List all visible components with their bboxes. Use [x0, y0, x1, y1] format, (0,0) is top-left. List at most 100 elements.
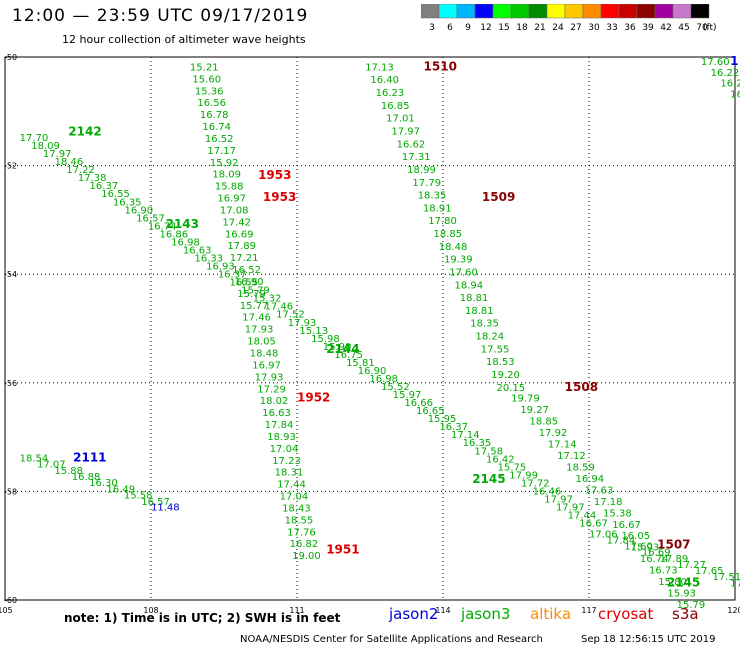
wave-height-value: 16.22 [720, 79, 740, 90]
wave-height-value: 17.89 [227, 241, 256, 252]
wave-height-value: 16.42 [486, 454, 515, 465]
satellite-jason3-label: jason3 [461, 605, 511, 623]
wave-height-value: 17.23 [272, 456, 301, 467]
wave-height-value: 17.63 [585, 485, 614, 496]
wave-height-value: 16.63 [262, 408, 291, 419]
wave-height-value: 17.97 [556, 502, 585, 513]
wave-height-value: 19.79 [511, 394, 540, 405]
wave-height-value: 15.79 [241, 286, 270, 297]
wave-height-value: 17.93 [255, 372, 284, 383]
wave-height-value: 17.22 [66, 165, 95, 176]
wave-height-value: 17.97 [43, 149, 72, 160]
wave-height-value: 16.74 [202, 122, 231, 133]
wave-height-value: 15.98 [311, 334, 340, 345]
wave-height-value: 17.01 [386, 114, 415, 125]
wave-height-value: 16.52 [232, 265, 261, 276]
lat-tick-label: -60 [4, 596, 17, 605]
wave-height-value: 16.86 [160, 229, 189, 240]
legend-swatch [690, 4, 710, 19]
wave-height-value: 17.08 [220, 205, 249, 216]
lon-tick-label: 114 [435, 606, 450, 615]
legend-label: 6 [447, 23, 453, 32]
wave-height-value: 16.23 [376, 88, 405, 99]
wave-height-value: 18.48 [439, 242, 468, 253]
footnote: note: 1) Time is in UTC; 2) SWH is in fe… [64, 611, 341, 625]
wave-height-value: 19.39 [444, 255, 473, 266]
wave-height-value: 17.72 [521, 478, 550, 489]
wave-height-value: 16.50 [730, 90, 740, 101]
wave-height-value: 17.06 [589, 529, 618, 540]
wave-height-value: 16.66 [404, 398, 433, 409]
wave-height-value: 16.94 [575, 474, 604, 485]
satellite-cryosat-label: cryosat [598, 605, 654, 623]
legend-label: 21 [534, 23, 545, 32]
legend-label: 30 [588, 23, 600, 32]
wave-height-value: 17.93 [288, 318, 317, 329]
wave-height-value: 17.04 [270, 444, 299, 455]
legend-label: 36 [624, 23, 636, 32]
wave-height-value: 18.99 [407, 165, 436, 176]
wave-height-value: 17.84 [265, 420, 294, 431]
wave-height-value: 16.57 [136, 213, 165, 224]
wave-height-value: 17.17 [207, 146, 236, 157]
wave-height-value: 18.91 [423, 203, 452, 214]
wave-height-value: 16.63 [183, 245, 212, 256]
lat-tick-label: -56 [4, 379, 17, 388]
wave-height-value: 15.93 [631, 543, 660, 554]
satellite-jason2-label: jason2 [389, 605, 439, 623]
wave-height-value: 17.46 [264, 302, 293, 313]
pass-label: 1510 [424, 59, 457, 73]
wave-height-value: 16.82 [290, 539, 319, 550]
lat-tick-label: -58 [4, 487, 17, 496]
pass-label: 1 [730, 54, 738, 68]
wave-height-value: 16.30 [89, 478, 118, 489]
pass-label: 2142 [68, 125, 101, 139]
wave-height-value: 17.12 [557, 451, 586, 462]
generation-timestamp: Sep 18 12:56:15 UTC 2019 [581, 634, 716, 645]
wave-height-value: 16.49 [107, 484, 136, 495]
wave-height-value: 17.60 [701, 57, 730, 68]
wave-height-value: 18.35 [470, 319, 499, 330]
wave-height-value: 16.90 [358, 366, 387, 377]
wave-height-value: 16.52 [205, 134, 234, 145]
wave-height-value: 18.48 [250, 348, 279, 359]
wave-height-value: 17.97 [391, 127, 420, 138]
wave-height-value: 15.93 [667, 589, 696, 600]
wave-height-value: 16.55 [101, 189, 130, 200]
wave-height-value: 18.59 [566, 462, 595, 473]
legend-label: 42 [660, 23, 671, 32]
wave-height-value: 17.44 [277, 480, 306, 491]
wave-height-value: 18.85 [433, 229, 462, 240]
wave-height-value: 15.75 [498, 462, 527, 473]
wave-height-value: 17.29 [257, 384, 286, 395]
wave-height-value: 16.97 [217, 194, 246, 205]
wave-height-value: 16.90 [125, 205, 154, 216]
wave-height-value: 15.58 [124, 491, 153, 502]
wave-height-value: 16.88 [72, 472, 101, 483]
pass-label: 2111 [73, 450, 106, 464]
legend-label: 45 [678, 23, 689, 32]
wave-height-value: 17.65 [695, 566, 724, 577]
wave-height-value: 16.57 [141, 497, 170, 508]
pass-label: 1953 [263, 190, 296, 204]
wave-height-value: 18.55 [285, 515, 314, 526]
satellite-s3a-label: s3a [672, 605, 699, 623]
page-subtitle: 12 hour collection of altimeter wave hei… [62, 33, 306, 46]
wave-height-value: 15.32 [253, 294, 282, 305]
wave-height-value: 18.81 [465, 306, 494, 317]
map-frame [4, 56, 736, 601]
wave-height-value: 17.55 [481, 344, 510, 355]
wave-height-value: 17.31 [402, 152, 431, 163]
wave-height-value: 16.90 [235, 277, 264, 288]
credit-line: NOAA/NESDIS Center for Satellite Applica… [240, 634, 543, 645]
pass-label: 1509 [482, 190, 515, 204]
wave-height-value: 17.93 [245, 325, 274, 336]
wave-height-value: 18.46 [55, 157, 84, 168]
wave-height-value: 16.75 [334, 350, 363, 361]
wave-height-value: 19.00 [292, 551, 321, 562]
wave-height-value: 15.90 [323, 342, 352, 353]
wave-height-value: 16.33 [194, 253, 223, 264]
wave-height-value: 18.09 [212, 170, 241, 181]
pass-label: 1953 [258, 168, 291, 182]
